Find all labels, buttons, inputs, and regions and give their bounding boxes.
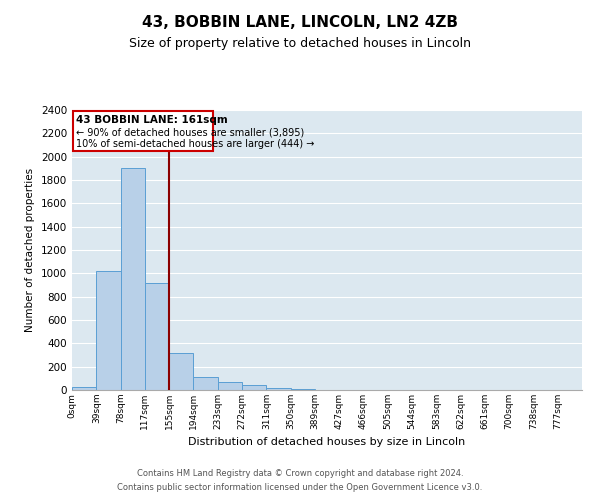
Bar: [169, 352, 193, 390]
Bar: [72, 387, 96, 390]
Bar: [242, 386, 266, 390]
Bar: [121, 168, 145, 390]
Text: ← 90% of detached houses are smaller (3,895): ← 90% of detached houses are smaller (3,…: [76, 128, 304, 138]
Text: 10% of semi-detached houses are larger (444) →: 10% of semi-detached houses are larger (…: [76, 138, 314, 148]
Bar: [218, 382, 242, 390]
X-axis label: Distribution of detached houses by size in Lincoln: Distribution of detached houses by size …: [188, 438, 466, 448]
FancyBboxPatch shape: [73, 111, 213, 152]
Bar: [193, 377, 218, 390]
Text: 43 BOBBIN LANE: 161sqm: 43 BOBBIN LANE: 161sqm: [76, 116, 228, 125]
Bar: [96, 271, 121, 390]
Text: Contains HM Land Registry data © Crown copyright and database right 2024.: Contains HM Land Registry data © Crown c…: [137, 468, 463, 477]
Text: 43, BOBBIN LANE, LINCOLN, LN2 4ZB: 43, BOBBIN LANE, LINCOLN, LN2 4ZB: [142, 15, 458, 30]
Bar: [266, 388, 290, 390]
Y-axis label: Number of detached properties: Number of detached properties: [25, 168, 35, 332]
Bar: [145, 282, 169, 390]
Text: Contains public sector information licensed under the Open Government Licence v3: Contains public sector information licen…: [118, 484, 482, 492]
Text: Size of property relative to detached houses in Lincoln: Size of property relative to detached ho…: [129, 38, 471, 51]
